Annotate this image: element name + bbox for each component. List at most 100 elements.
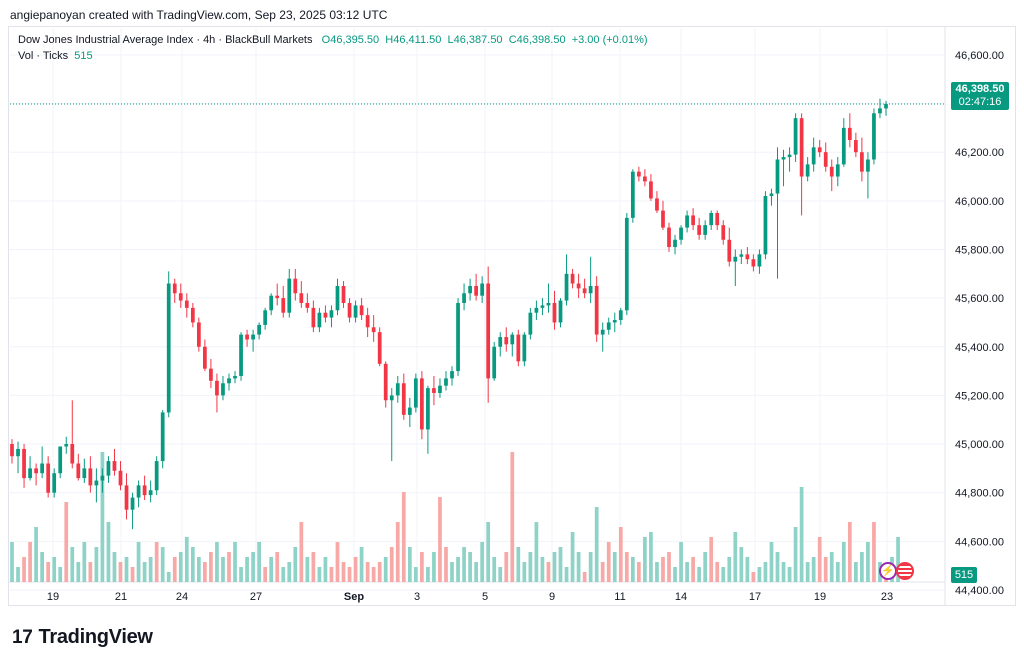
volume-bar [492, 557, 497, 582]
volume-bar [829, 552, 834, 582]
candle-body [395, 383, 400, 396]
candle-body [510, 334, 515, 345]
candle [245, 329, 249, 347]
candle-body [365, 315, 370, 328]
candle [823, 142, 828, 172]
volume-bar [413, 567, 418, 582]
volume-bar [504, 552, 509, 582]
candle [329, 305, 334, 328]
volume-bar [462, 547, 466, 582]
candle [130, 492, 135, 530]
candle [58, 446, 63, 479]
volume-bar [311, 552, 316, 582]
candle-body [570, 273, 575, 284]
volume-bar [203, 562, 207, 582]
volume-bar [438, 497, 442, 582]
y-tick-label: 46,600.00 [955, 50, 1004, 62]
volume-bar [751, 572, 756, 582]
volume-bar [444, 547, 448, 582]
created-by-line: angiepanoyan created with TradingView.co… [10, 8, 388, 22]
volume-bar [534, 522, 539, 582]
candle-body [661, 210, 665, 228]
volume-bar [456, 557, 460, 582]
change-value: +3.00 (+0.01%) [571, 34, 648, 46]
volume-bar [769, 542, 774, 582]
candle-body [715, 213, 720, 226]
candle-body [118, 470, 123, 486]
candle [709, 210, 714, 231]
candle-body [643, 176, 647, 182]
candle [600, 322, 605, 352]
volume-bar [667, 552, 671, 582]
candle-body [552, 302, 557, 323]
volume-bar [82, 542, 87, 582]
volume-bar [661, 557, 665, 582]
candle [673, 234, 677, 255]
volume-bar [28, 542, 32, 582]
volume-bar [166, 572, 171, 582]
symbol-name[interactable]: Dow Jones Industrial Average Index · 4h … [18, 34, 313, 46]
volume-bar [76, 562, 81, 582]
candle-body [34, 468, 38, 474]
volume-bar [335, 542, 340, 582]
candle-body [763, 195, 768, 255]
volume-bar [679, 542, 683, 582]
candle [516, 329, 521, 367]
candle [317, 307, 322, 333]
volume-bar [558, 547, 563, 582]
candle [679, 225, 683, 245]
candle-body [691, 215, 695, 226]
candle-body [829, 166, 834, 177]
candle [432, 375, 436, 406]
candle-body [860, 152, 864, 172]
volume-bar [811, 557, 816, 582]
volume-bar [685, 562, 689, 582]
candle-body [624, 217, 629, 311]
volume-bar [34, 527, 38, 582]
us-flag-icon[interactable] [896, 562, 914, 580]
candle-body [82, 468, 87, 479]
candle-body [389, 395, 394, 401]
candle-body [697, 225, 702, 235]
close-value: C46,398.50 [508, 34, 566, 46]
candle [401, 373, 406, 420]
y-tick-label: 45,400.00 [955, 342, 1004, 354]
volume-bar [16, 567, 20, 582]
volume-label[interactable]: Vol · Ticks [18, 50, 69, 62]
candle [166, 271, 171, 418]
candle-body [16, 448, 20, 457]
candle-body [323, 312, 328, 318]
tradingview-logo[interactable]: 17 TradingView [12, 626, 153, 649]
candle-body [287, 278, 292, 313]
chart-frame [8, 26, 1016, 606]
volume-bar [184, 537, 189, 582]
volume-bar [142, 562, 147, 582]
y-tick-label: 45,600.00 [955, 293, 1004, 305]
candle [160, 410, 165, 469]
volume-bar [793, 527, 798, 582]
x-tick-label: 3 [414, 591, 420, 603]
candle [841, 118, 846, 167]
flash-icon[interactable]: ⚡ [879, 562, 897, 580]
candle-body [329, 310, 334, 318]
candle-body [154, 461, 159, 491]
high-value: H46,411.50 [385, 34, 442, 46]
volume-bar [94, 547, 99, 582]
volume-bar [112, 552, 117, 582]
candle-body [745, 254, 750, 260]
candle-body [805, 164, 810, 177]
volume-legend: Vol · Ticks 515 [18, 50, 93, 62]
volume-bar [124, 557, 129, 582]
candle [751, 254, 756, 272]
volume-bar [570, 532, 575, 582]
volume-bar [757, 567, 762, 582]
candle [691, 208, 695, 231]
candle [413, 373, 418, 413]
candle-body [293, 278, 298, 294]
volume-bar [618, 527, 623, 582]
candle-body [564, 273, 569, 301]
candle [16, 441, 20, 474]
volume-bar [178, 552, 183, 582]
candle [630, 169, 635, 223]
